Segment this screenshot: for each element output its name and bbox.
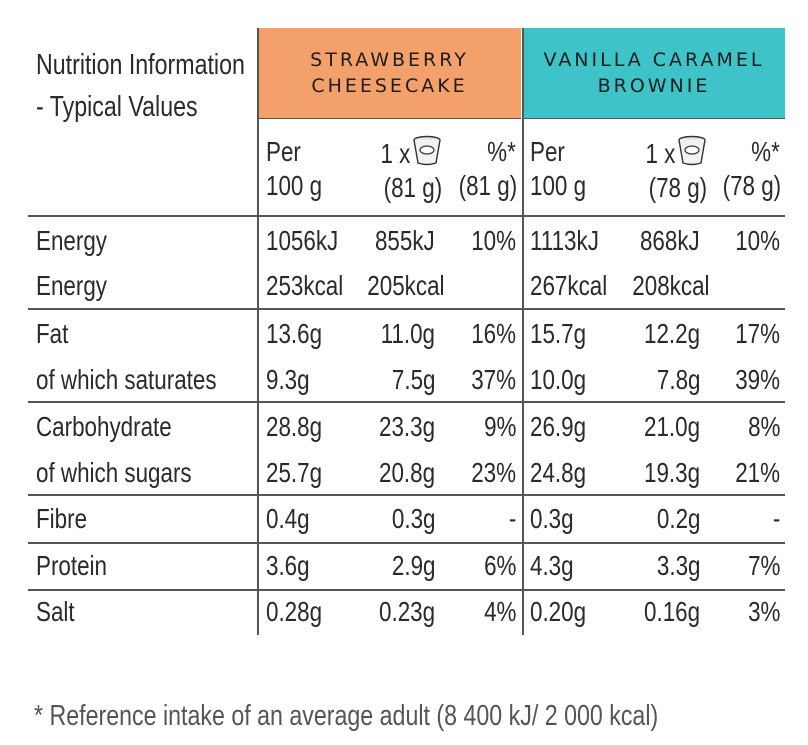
value-per-serving: 0.23g: [378, 596, 435, 627]
value-per-100g: 10.0g: [530, 364, 587, 395]
subheader-serving: 1 x (81 g): [360, 135, 442, 205]
row-label: Energy: [36, 225, 107, 256]
value-per-serving: 0.2g: [656, 503, 700, 534]
value-percent: 23%: [471, 457, 516, 488]
row-label: Fibre: [36, 503, 88, 534]
value-percent: 3%: [747, 596, 780, 627]
value-percent: 16%: [471, 318, 516, 349]
value-per-serving: 23.3g: [378, 411, 435, 442]
value-per-100g: 1113kJ: [530, 225, 599, 256]
value-per-serving: 0.16g: [643, 596, 700, 627]
row-divider: [28, 401, 785, 403]
row-divider: [28, 494, 785, 496]
row-label: Fat: [36, 318, 69, 349]
row-divider: [28, 308, 785, 310]
row-label: of which saturates: [36, 364, 217, 395]
value-per-serving: 205kcal: [367, 270, 445, 301]
row-label: Carbohydrate: [36, 411, 172, 442]
value-per-100g: 0.20g: [530, 596, 587, 627]
value-per-serving: 11.0g: [380, 318, 435, 349]
row-divider: [28, 542, 785, 544]
value-percent: -: [508, 503, 516, 534]
subheader-serving: 1 x (78 g): [625, 135, 707, 205]
product-header-vanilla-caramel-brownie: VANILLA CARAMEL BROWNIE: [523, 28, 785, 119]
value-per-100g: 28.8g: [266, 411, 323, 442]
value-percent: -: [772, 503, 780, 534]
row-label: Salt: [36, 596, 75, 627]
table-title: Nutrition Information - Typical Values: [36, 49, 245, 123]
subheader-per-100g: Per 100 g: [530, 136, 587, 201]
value-percent: 9%: [483, 411, 516, 442]
value-per-serving: 7.5g: [391, 364, 435, 395]
value-percent: 10%: [735, 225, 780, 256]
row-label: Protein: [36, 550, 107, 581]
value-per-100g: 1056kJ: [266, 225, 339, 256]
value-percent: [708, 269, 780, 303]
footnote: * Reference intake of an average adult (…: [34, 700, 659, 732]
value-per-100g: 9.3g: [266, 364, 310, 395]
subheader-percent: %* (78 g): [722, 136, 782, 201]
value-percent: 6%: [483, 550, 516, 581]
value-per-100g: 3.6g: [266, 550, 310, 581]
value-per-100g: 13.6g: [266, 318, 323, 349]
value-per-100g: 0.28g: [266, 596, 323, 627]
value-percent: 7%: [747, 550, 780, 581]
row-divider: [28, 589, 785, 591]
value-per-serving: 19.3g: [643, 457, 700, 488]
value-per-100g: 25.7g: [266, 457, 323, 488]
value-per-serving: 0.3g: [391, 503, 435, 534]
value-per-serving: 208kcal: [632, 270, 710, 301]
value-percent: [444, 269, 516, 303]
subheader-percent: %* (81 g): [458, 136, 518, 201]
value-per-serving: 868kJ: [640, 225, 700, 256]
value-percent: 39%: [735, 364, 780, 395]
value-per-100g: 253kcal: [266, 270, 344, 301]
value-percent: 8%: [747, 411, 780, 442]
subheader-per-100g: Per 100 g: [266, 136, 323, 201]
value-percent: 10%: [471, 225, 516, 256]
column-divider: [257, 28, 259, 635]
value-percent: 37%: [471, 364, 516, 395]
row-divider: [28, 215, 785, 217]
yogurt-pot-icon: [678, 135, 706, 166]
value-per-serving: 2.9g: [391, 550, 435, 581]
product-header-strawberry-cheesecake: STRAWBERRY CHEESECAKE: [258, 28, 521, 119]
value-per-100g: 0.4g: [266, 503, 310, 534]
value-per-serving: 7.8g: [656, 364, 700, 395]
value-per-100g: 15.7g: [530, 318, 587, 349]
value-per-100g: 267kcal: [530, 270, 608, 301]
value-percent: 17%: [735, 318, 780, 349]
value-per-serving: 21.0g: [643, 411, 700, 442]
column-divider: [522, 28, 524, 635]
value-per-serving: 12.2g: [643, 318, 700, 349]
value-per-serving: 855kJ: [375, 225, 435, 256]
value-per-serving: 3.3g: [656, 550, 700, 581]
value-percent: 21%: [735, 457, 780, 488]
row-label: Energy: [36, 270, 107, 301]
yogurt-pot-icon: [413, 135, 441, 166]
value-per-100g: 0.3g: [530, 503, 574, 534]
value-per-serving: 20.8g: [378, 457, 435, 488]
value-per-100g: 26.9g: [530, 411, 587, 442]
value-percent: 4%: [483, 596, 516, 627]
value-per-100g: 4.3g: [530, 550, 574, 581]
value-per-100g: 24.8g: [530, 457, 587, 488]
row-label: of which sugars: [36, 457, 192, 488]
